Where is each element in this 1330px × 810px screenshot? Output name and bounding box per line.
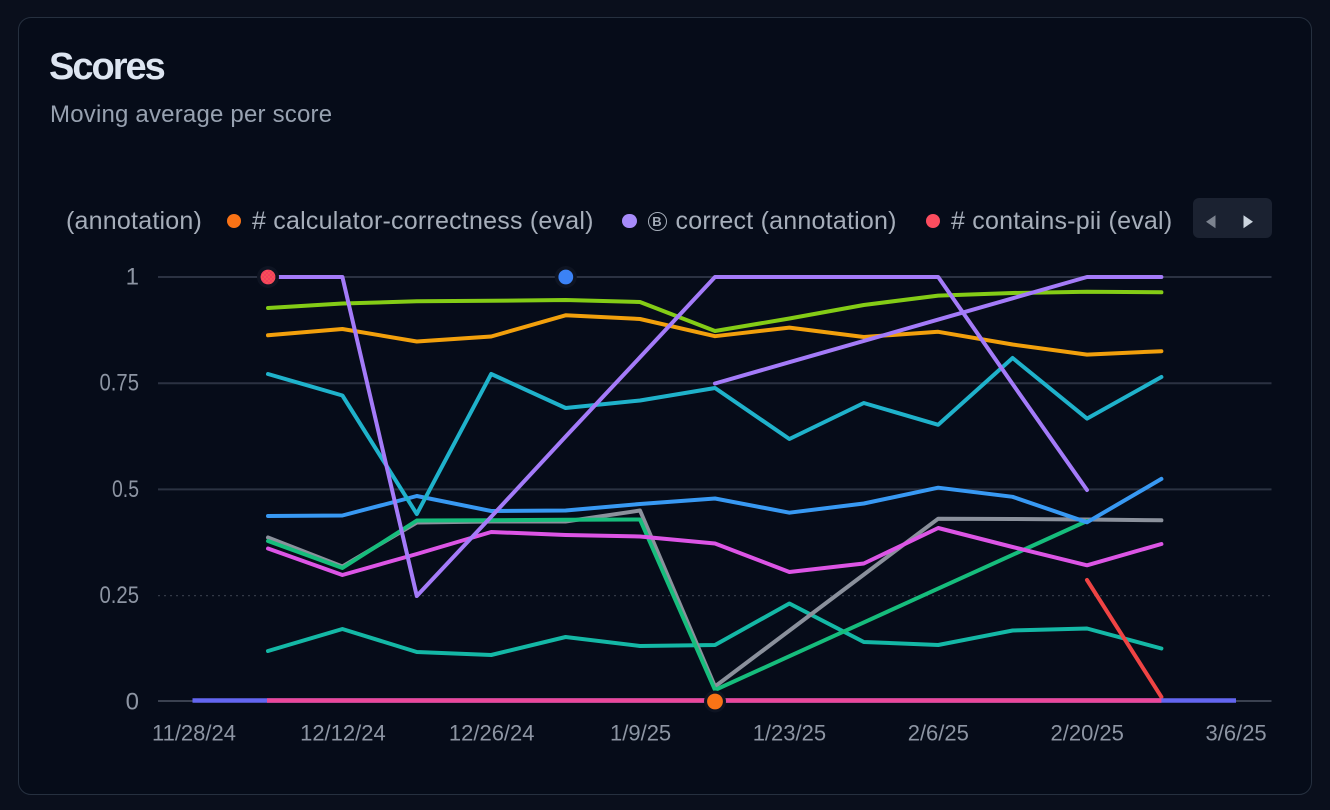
svg-text:2/20/25: 2/20/25 xyxy=(1050,721,1123,746)
svg-text:12/12/24: 12/12/24 xyxy=(300,721,386,746)
svg-text:0.25: 0.25 xyxy=(100,582,140,609)
svg-text:11/28/24: 11/28/24 xyxy=(152,721,236,746)
svg-text:1: 1 xyxy=(126,264,139,291)
svg-text:1/23/25: 1/23/25 xyxy=(753,721,826,746)
svg-text:12/26/24: 12/26/24 xyxy=(449,721,535,746)
svg-text:2/6/25: 2/6/25 xyxy=(908,721,969,746)
svg-text:1/9/25: 1/9/25 xyxy=(610,721,671,746)
svg-text:0.75: 0.75 xyxy=(100,370,140,397)
svg-text:3/6/25: 3/6/25 xyxy=(1206,721,1267,746)
svg-text:0.5: 0.5 xyxy=(112,476,139,503)
svg-text:0: 0 xyxy=(126,688,139,715)
